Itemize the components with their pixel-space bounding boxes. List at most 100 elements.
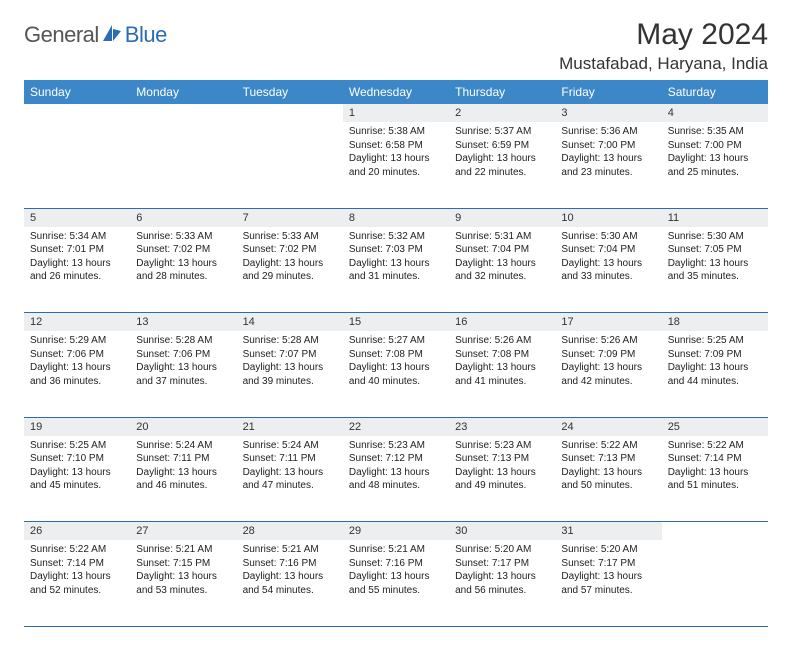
daylight-line: Daylight: 13 hours and 47 minutes. — [243, 466, 337, 493]
daynum-cell: 11 — [662, 208, 768, 227]
day-cell: Sunrise: 5:28 AMSunset: 7:06 PMDaylight:… — [130, 331, 236, 417]
day-cell: Sunrise: 5:25 AMSunset: 7:10 PMDaylight:… — [24, 436, 130, 522]
day-number: 27 — [130, 522, 236, 540]
day-number: 12 — [24, 313, 130, 331]
day-cell: Sunrise: 5:22 AMSunset: 7:14 PMDaylight:… — [662, 436, 768, 522]
daynum-cell: 12 — [24, 313, 130, 332]
daylight-line: Daylight: 13 hours and 45 minutes. — [30, 466, 124, 493]
sunrise-line: Sunrise: 5:26 AM — [455, 334, 549, 348]
daynum-cell: 19 — [24, 417, 130, 436]
brand-logo: General Blue — [24, 22, 167, 48]
sunset-line: Sunset: 7:00 PM — [561, 139, 655, 153]
day-cell: Sunrise: 5:25 AMSunset: 7:09 PMDaylight:… — [662, 331, 768, 417]
sunset-line: Sunset: 7:03 PM — [349, 243, 443, 257]
day-cell: Sunrise: 5:28 AMSunset: 7:07 PMDaylight:… — [237, 331, 343, 417]
day-text: Sunrise: 5:31 AMSunset: 7:04 PMDaylight:… — [449, 227, 555, 290]
weekday-header: Friday — [555, 80, 661, 104]
daylight-line: Daylight: 13 hours and 49 minutes. — [455, 466, 549, 493]
daylight-line: Daylight: 13 hours and 51 minutes. — [668, 466, 762, 493]
daylight-line: Daylight: 13 hours and 52 minutes. — [30, 570, 124, 597]
day-cell: Sunrise: 5:24 AMSunset: 7:11 PMDaylight:… — [237, 436, 343, 522]
day-number: 8 — [343, 209, 449, 227]
day-cell: Sunrise: 5:23 AMSunset: 7:13 PMDaylight:… — [449, 436, 555, 522]
daynum-cell: 10 — [555, 208, 661, 227]
day-number: 3 — [555, 104, 661, 122]
day-cell: Sunrise: 5:22 AMSunset: 7:14 PMDaylight:… — [24, 540, 130, 626]
day-cell: Sunrise: 5:34 AMSunset: 7:01 PMDaylight:… — [24, 227, 130, 313]
sunrise-line: Sunrise: 5:22 AM — [30, 543, 124, 557]
sunrise-line: Sunrise: 5:33 AM — [136, 230, 230, 244]
day-text: Sunrise: 5:32 AMSunset: 7:03 PMDaylight:… — [343, 227, 449, 290]
day-text: Sunrise: 5:28 AMSunset: 7:06 PMDaylight:… — [130, 331, 236, 394]
daylight-line: Daylight: 13 hours and 22 minutes. — [455, 152, 549, 179]
day-cell — [130, 122, 236, 208]
sunrise-line: Sunrise: 5:30 AM — [561, 230, 655, 244]
sunrise-line: Sunrise: 5:26 AM — [561, 334, 655, 348]
day-text: Sunrise: 5:23 AMSunset: 7:13 PMDaylight:… — [449, 436, 555, 499]
day-text: Sunrise: 5:28 AMSunset: 7:07 PMDaylight:… — [237, 331, 343, 394]
day-cell — [662, 540, 768, 626]
day-number: 26 — [24, 522, 130, 540]
sunset-line: Sunset: 7:13 PM — [455, 452, 549, 466]
day-cell: Sunrise: 5:29 AMSunset: 7:06 PMDaylight:… — [24, 331, 130, 417]
day-cell: Sunrise: 5:31 AMSunset: 7:04 PMDaylight:… — [449, 227, 555, 313]
day-text: Sunrise: 5:20 AMSunset: 7:17 PMDaylight:… — [449, 540, 555, 603]
sunrise-line: Sunrise: 5:25 AM — [668, 334, 762, 348]
daynum-cell — [130, 104, 236, 122]
daynum-cell: 20 — [130, 417, 236, 436]
daynum-cell: 24 — [555, 417, 661, 436]
sunrise-line: Sunrise: 5:34 AM — [30, 230, 124, 244]
day-cell: Sunrise: 5:36 AMSunset: 7:00 PMDaylight:… — [555, 122, 661, 208]
sunrise-line: Sunrise: 5:27 AM — [349, 334, 443, 348]
day-number: 11 — [662, 209, 768, 227]
daynum-cell: 14 — [237, 313, 343, 332]
day-number: 20 — [130, 418, 236, 436]
sunset-line: Sunset: 7:06 PM — [30, 348, 124, 362]
daynum-cell: 7 — [237, 208, 343, 227]
daylight-line: Daylight: 13 hours and 37 minutes. — [136, 361, 230, 388]
day-number — [24, 104, 130, 122]
sunset-line: Sunset: 7:17 PM — [455, 557, 549, 571]
sunset-line: Sunset: 7:16 PM — [243, 557, 337, 571]
day-row: Sunrise: 5:38 AMSunset: 6:58 PMDaylight:… — [24, 122, 768, 208]
weekday-header: Sunday — [24, 80, 130, 104]
daynum-cell: 18 — [662, 313, 768, 332]
sunrise-line: Sunrise: 5:33 AM — [243, 230, 337, 244]
sunset-line: Sunset: 7:04 PM — [561, 243, 655, 257]
day-number: 28 — [237, 522, 343, 540]
day-row: Sunrise: 5:34 AMSunset: 7:01 PMDaylight:… — [24, 227, 768, 313]
day-cell: Sunrise: 5:27 AMSunset: 7:08 PMDaylight:… — [343, 331, 449, 417]
day-text: Sunrise: 5:20 AMSunset: 7:17 PMDaylight:… — [555, 540, 661, 603]
day-row: Sunrise: 5:29 AMSunset: 7:06 PMDaylight:… — [24, 331, 768, 417]
daynum-cell: 16 — [449, 313, 555, 332]
weekday-header: Monday — [130, 80, 236, 104]
day-number — [662, 522, 768, 540]
daynum-row: 567891011 — [24, 208, 768, 227]
daynum-cell: 21 — [237, 417, 343, 436]
daynum-row: 19202122232425 — [24, 417, 768, 436]
daynum-cell: 9 — [449, 208, 555, 227]
day-number: 7 — [237, 209, 343, 227]
sunset-line: Sunset: 7:13 PM — [561, 452, 655, 466]
daylight-line: Daylight: 13 hours and 35 minutes. — [668, 257, 762, 284]
day-text: Sunrise: 5:27 AMSunset: 7:08 PMDaylight:… — [343, 331, 449, 394]
day-cell: Sunrise: 5:26 AMSunset: 7:09 PMDaylight:… — [555, 331, 661, 417]
sunset-line: Sunset: 7:02 PM — [243, 243, 337, 257]
daynum-cell: 23 — [449, 417, 555, 436]
day-number: 5 — [24, 209, 130, 227]
daynum-cell — [24, 104, 130, 122]
sunrise-line: Sunrise: 5:25 AM — [30, 439, 124, 453]
daylight-line: Daylight: 13 hours and 50 minutes. — [561, 466, 655, 493]
day-text: Sunrise: 5:33 AMSunset: 7:02 PMDaylight:… — [237, 227, 343, 290]
sunset-line: Sunset: 7:05 PM — [668, 243, 762, 257]
daylight-line: Daylight: 13 hours and 53 minutes. — [136, 570, 230, 597]
daynum-cell — [662, 522, 768, 541]
sail-icon — [101, 23, 123, 48]
day-cell — [24, 122, 130, 208]
brand-part1: General — [24, 22, 99, 48]
day-text: Sunrise: 5:30 AMSunset: 7:04 PMDaylight:… — [555, 227, 661, 290]
sunrise-line: Sunrise: 5:21 AM — [243, 543, 337, 557]
day-cell: Sunrise: 5:23 AMSunset: 7:12 PMDaylight:… — [343, 436, 449, 522]
daynum-row: 12131415161718 — [24, 313, 768, 332]
daynum-cell: 31 — [555, 522, 661, 541]
